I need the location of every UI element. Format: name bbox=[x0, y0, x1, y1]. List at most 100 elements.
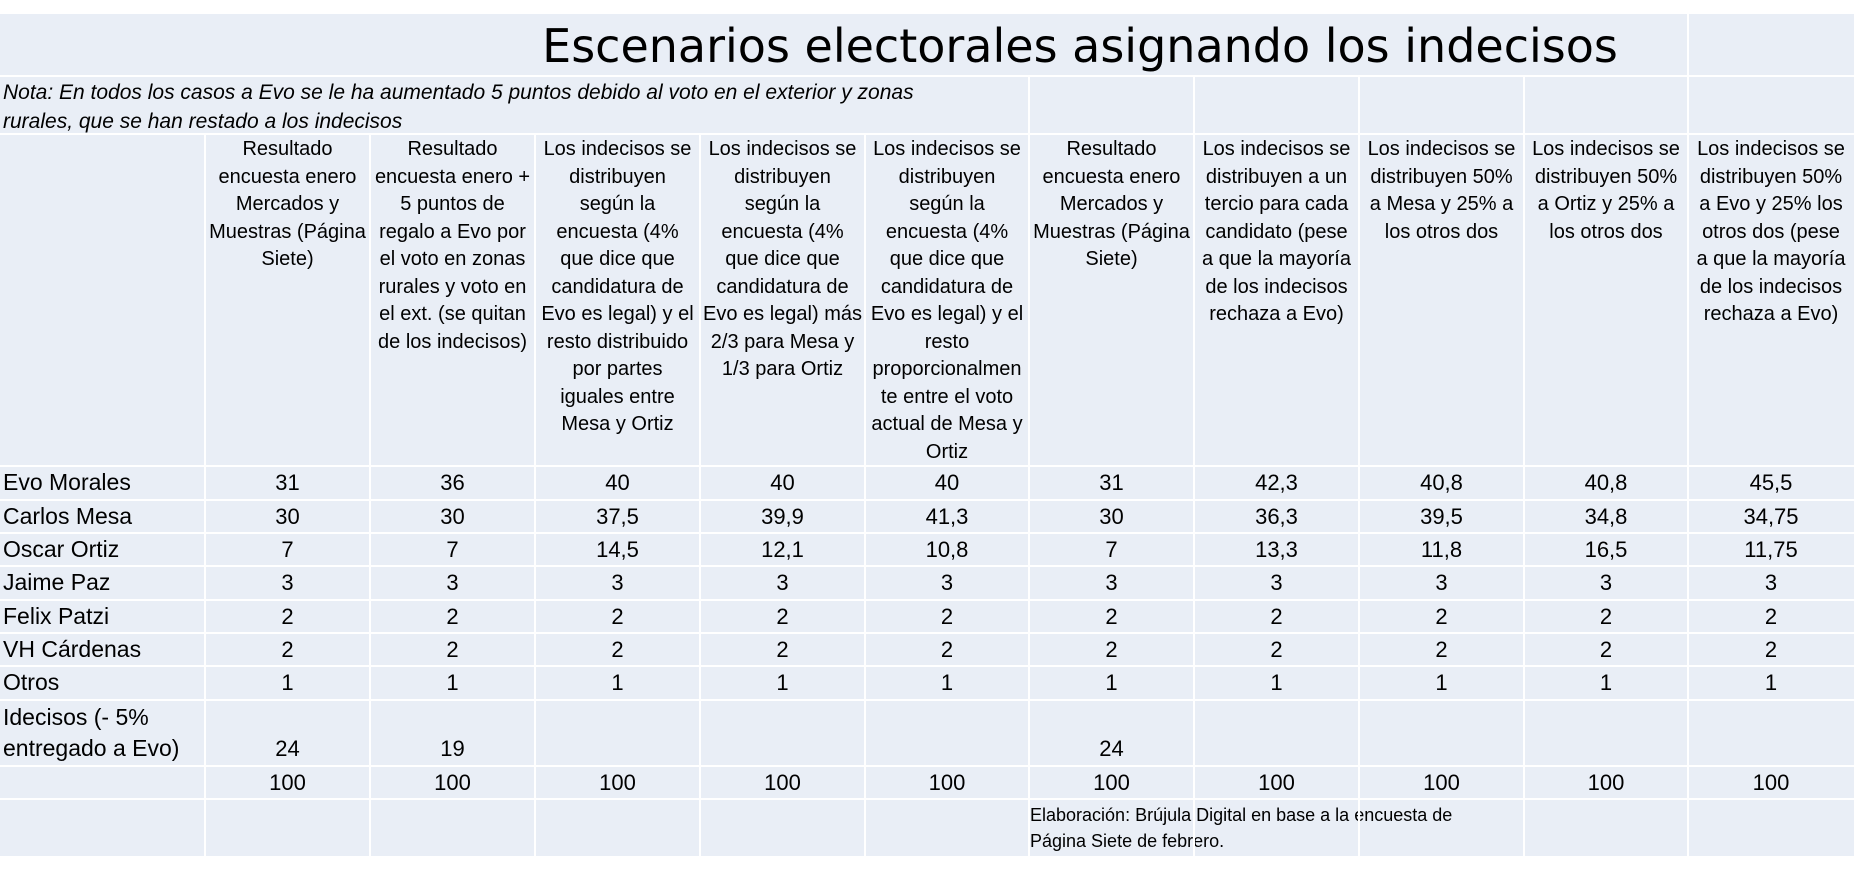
table-cell: 3 bbox=[776, 570, 789, 595]
table-cell: 1 bbox=[446, 670, 459, 695]
row-label: Oscar Ortiz bbox=[3, 536, 120, 562]
grid-line bbox=[0, 665, 1854, 667]
table-cell: 39,9 bbox=[761, 504, 804, 529]
table-cell: 2 bbox=[1105, 637, 1118, 662]
table-cell: 30 bbox=[440, 504, 465, 529]
table-cell: 30 bbox=[275, 504, 300, 529]
grid-line bbox=[1358, 134, 1360, 856]
row-label: Otros bbox=[3, 669, 60, 695]
table-cell: 100 bbox=[1258, 770, 1295, 795]
table-cell: 24 bbox=[275, 736, 300, 761]
grid-line bbox=[1358, 76, 1360, 134]
table-cell: 2 bbox=[940, 637, 954, 662]
table-cell: 37,5 bbox=[596, 504, 639, 529]
table-cell: 24 bbox=[1099, 736, 1124, 761]
table-cell: 1 bbox=[1105, 670, 1118, 695]
table-cell: 3 bbox=[940, 570, 954, 595]
table-cell: 14,5 bbox=[596, 537, 639, 562]
grid-line bbox=[1028, 76, 1030, 134]
table-cell: 3 bbox=[611, 570, 624, 595]
grid-line bbox=[0, 465, 1854, 467]
table-cell: 3 bbox=[1599, 570, 1613, 595]
column-header: Resultado encuesta enero Mercados y Mues… bbox=[209, 138, 366, 270]
table-cell: 3 bbox=[1105, 570, 1118, 595]
grid-line bbox=[0, 499, 1854, 501]
table-cell: 1 bbox=[611, 670, 624, 695]
table-cell: 1 bbox=[1270, 670, 1283, 695]
column-header: Los indecisos se distribuyen 50% a Evo y… bbox=[1696, 138, 1846, 325]
credit-note: Elaboración: Brújula Digital en base a l… bbox=[1030, 805, 1453, 851]
table-cell: 40,8 bbox=[1420, 470, 1463, 495]
table-cell: 2 bbox=[611, 604, 624, 629]
table-cell: 40 bbox=[934, 470, 960, 495]
table-cell: 1 bbox=[281, 670, 294, 695]
grid-line bbox=[864, 134, 866, 856]
table-cell: 1 bbox=[1599, 670, 1613, 695]
table-cell: 100 bbox=[1423, 770, 1460, 795]
table-cell: 31 bbox=[275, 470, 300, 495]
grid-line bbox=[0, 632, 1854, 634]
grid-line bbox=[1523, 76, 1525, 134]
row-label: Evo Morales bbox=[3, 469, 131, 495]
table-cell: 36 bbox=[440, 470, 465, 495]
table-title: Escenarios electorales asignando los ind… bbox=[542, 19, 1618, 73]
table-cell: 2 bbox=[281, 637, 294, 662]
column-header: Los indecisos se distribuyen 50% a Mesa … bbox=[1367, 138, 1516, 243]
table-cell: 13,3 bbox=[1255, 537, 1298, 562]
row-label: Jaime Paz bbox=[3, 569, 111, 595]
table-cell: 7 bbox=[281, 537, 294, 562]
table-cell: 40,8 bbox=[1584, 470, 1628, 495]
row-label: Felix Patzi bbox=[3, 603, 110, 629]
table-cell: 3 bbox=[281, 570, 294, 595]
table-cell: 41,3 bbox=[925, 504, 969, 529]
grid-line bbox=[1687, 14, 1689, 76]
grid-line bbox=[534, 134, 536, 856]
table-cell: 2 bbox=[1764, 637, 1778, 662]
grid-line bbox=[1687, 134, 1689, 856]
table-cell: 1 bbox=[1435, 670, 1448, 695]
row-label: Idecisos (- 5% entregado a Evo) bbox=[3, 704, 180, 761]
table-cell: 7 bbox=[446, 537, 459, 562]
table-cell: 100 bbox=[928, 770, 966, 795]
table-cell: 36,3 bbox=[1255, 504, 1298, 529]
grid-line bbox=[0, 532, 1854, 534]
column-header: Los indecisos se distribuyen 50% a Ortiz… bbox=[1532, 138, 1680, 243]
grid-line bbox=[1687, 76, 1689, 134]
grid-line bbox=[204, 134, 206, 856]
column-header: Resultado encuesta enero Mercados y Mues… bbox=[1033, 138, 1190, 270]
table-cell: 2 bbox=[281, 604, 294, 629]
grid-line bbox=[0, 798, 1854, 800]
table-cell: 2 bbox=[776, 604, 789, 629]
table-cell: 39,5 bbox=[1420, 504, 1463, 529]
table-cell: 2 bbox=[1599, 604, 1613, 629]
table-cell: 19 bbox=[440, 736, 465, 761]
column-header: Los indecisos se distribuyen según la en… bbox=[703, 138, 862, 380]
grid-line bbox=[369, 134, 371, 856]
grid-line bbox=[0, 599, 1854, 601]
table-cell: 1 bbox=[940, 670, 954, 695]
table-cell: 100 bbox=[434, 770, 471, 795]
table-cell: 11,75 bbox=[1744, 537, 1798, 562]
grid-line bbox=[0, 133, 1854, 135]
grid-line bbox=[0, 565, 1854, 567]
table-cell: 45,5 bbox=[1749, 470, 1793, 495]
table-cell: 100 bbox=[599, 770, 636, 795]
table-cell: 100 bbox=[1752, 770, 1790, 795]
grid-line bbox=[1523, 134, 1525, 856]
table-cell: 100 bbox=[269, 770, 306, 795]
table-cell: 100 bbox=[1587, 770, 1625, 795]
table-cell: 34,8 bbox=[1584, 504, 1628, 529]
table-cell: 7 bbox=[1105, 537, 1118, 562]
table-cell: 100 bbox=[764, 770, 801, 795]
table-cell: 42,3 bbox=[1255, 470, 1298, 495]
table-cell: 40 bbox=[605, 470, 630, 495]
grid-line bbox=[0, 765, 1854, 767]
table-cell: 16,5 bbox=[1584, 537, 1628, 562]
table-cell: 40 bbox=[770, 470, 795, 495]
table-cell: 1 bbox=[1764, 670, 1778, 695]
table-cell: 30 bbox=[1099, 504, 1124, 529]
table-cell: 2 bbox=[611, 637, 624, 662]
table-cell: 31 bbox=[1099, 470, 1124, 495]
grid-line bbox=[0, 75, 1854, 77]
table-note: Nota: En todos los casos a Evo se le ha … bbox=[3, 81, 914, 133]
